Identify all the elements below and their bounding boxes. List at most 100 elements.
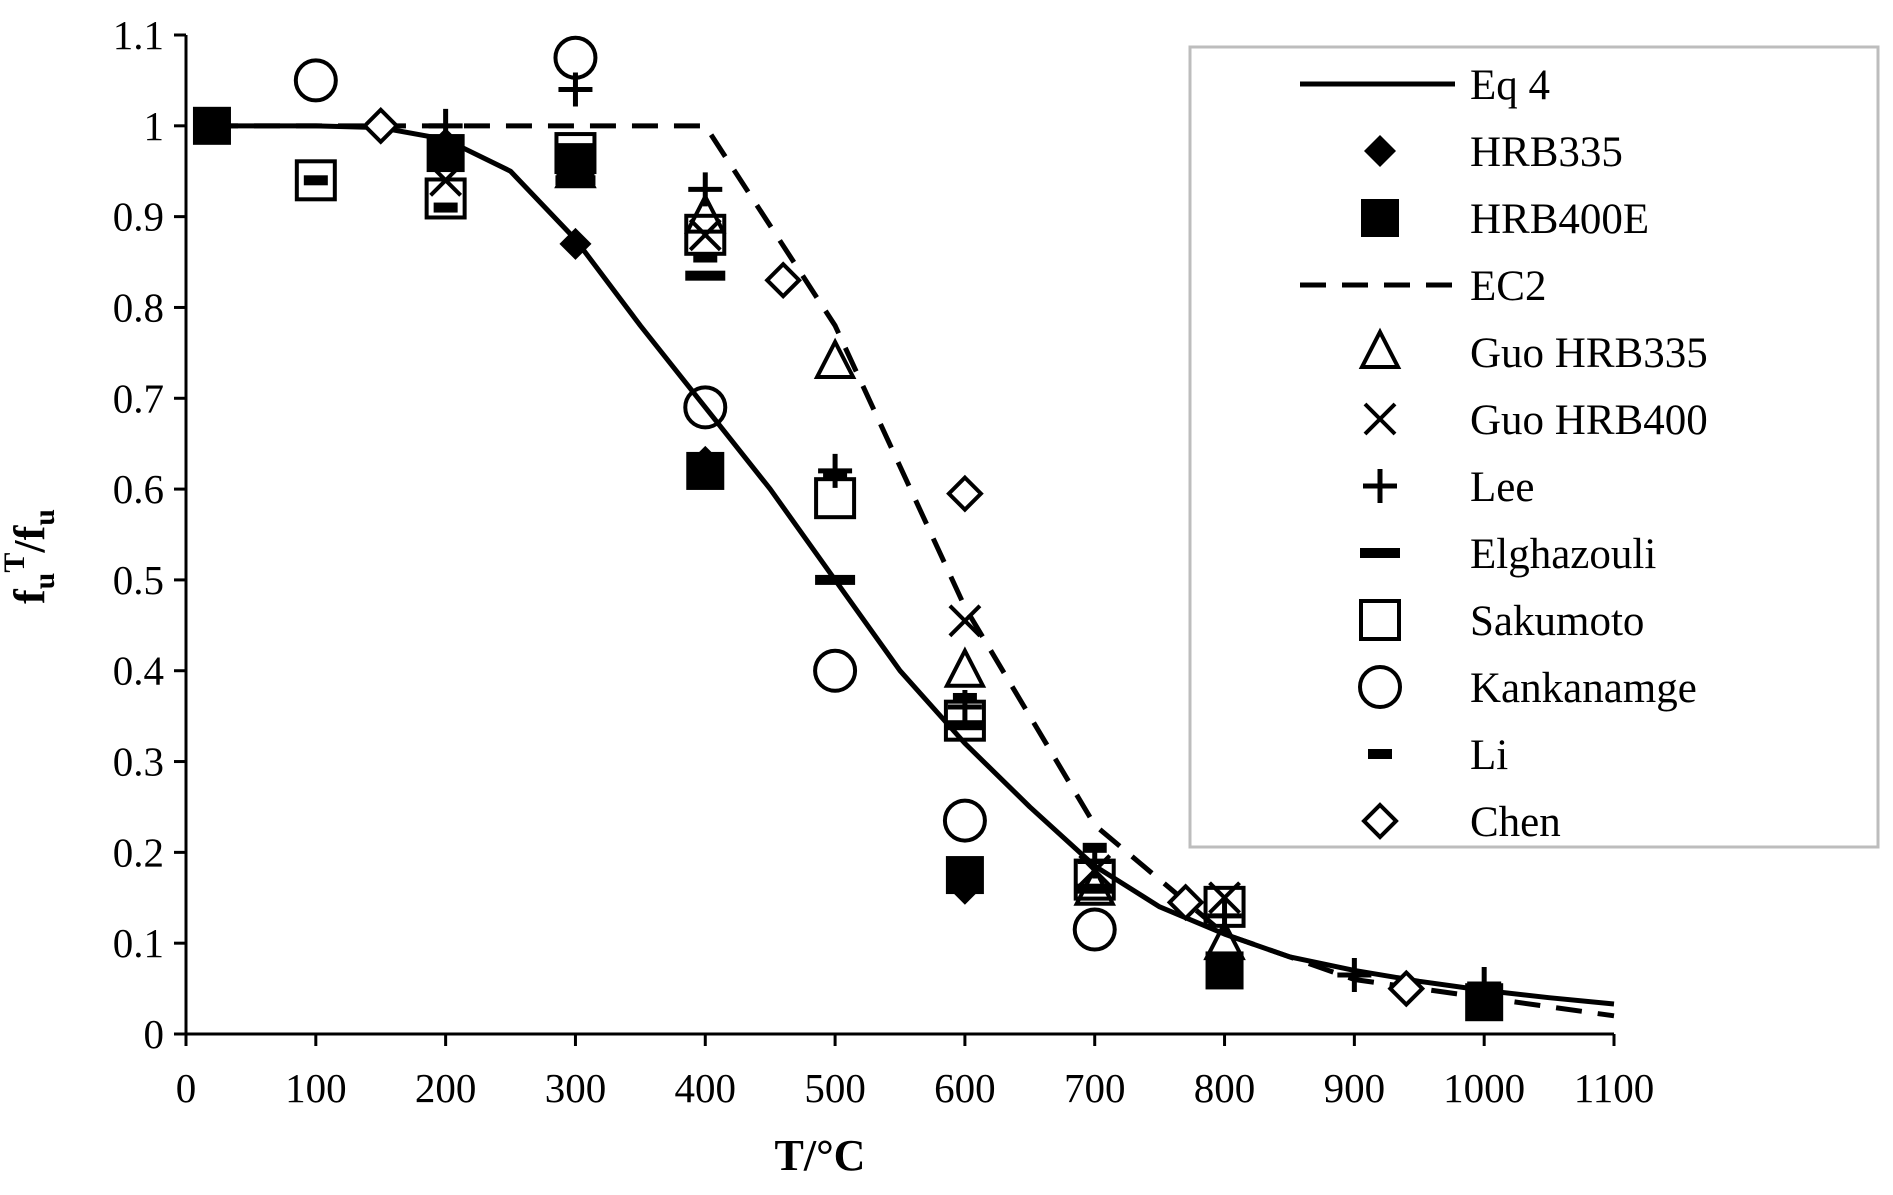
legend-label-guo-hrb400: Guo HRB400 — [1470, 397, 1708, 444]
x-tick-label: 500 — [804, 1065, 866, 1111]
legend-sample-li — [1368, 749, 1392, 759]
data-point-hrb400e — [945, 856, 984, 895]
x-tick-label: 600 — [934, 1065, 996, 1111]
legend-label-chen: Chen — [1470, 799, 1561, 846]
legend-sample-elghazouli — [1360, 548, 1400, 558]
y-tick-label: 0.4 — [113, 648, 164, 694]
series-lines — [211, 123, 1615, 1019]
data-point-guo-hrb335 — [554, 146, 597, 189]
legend-sample-guo-hrb335 — [1358, 327, 1402, 369]
y-tick-label: 0.8 — [113, 284, 164, 330]
data-point-elghazouli — [555, 175, 596, 186]
data-point-li — [303, 175, 328, 186]
data-point-sakumoto — [1073, 858, 1116, 901]
data-point-kankanamge — [942, 798, 987, 843]
legend-label-hrb335: HRB335 — [1470, 129, 1623, 176]
data-point-chen — [1387, 969, 1426, 1008]
y-axis-title: fuT/fu — [0, 509, 61, 604]
y-tick-label: 1.1 — [113, 12, 164, 58]
legend-label-kankanamge: Kankanamge — [1470, 665, 1697, 712]
data-point-kankanamge — [813, 648, 858, 693]
data-point-li — [433, 202, 458, 213]
data-point-lee — [1337, 957, 1372, 992]
data-point-kankanamge — [553, 35, 598, 80]
data-point-kankanamge — [683, 385, 728, 430]
legend: Eq 4 HRB335 HRB400E EC2 Guo HRB335 Guo HRB400… — [1188, 45, 1880, 849]
x-tick-label: 400 — [675, 1065, 737, 1111]
legend-sample-kankanamge — [1358, 665, 1402, 709]
legend-label-guo-hrb335: Guo HRB335 — [1470, 330, 1708, 377]
series-guo-hrb400 — [429, 163, 1241, 915]
legend-label-lee: Lee — [1470, 464, 1534, 511]
legend-label-hrb400e: HRB400E — [1470, 196, 1649, 243]
data-point-elghazouli — [685, 270, 726, 281]
y-axis-title-part: /f — [5, 524, 54, 553]
x-tick-label: 1000 — [1443, 1065, 1525, 1111]
series-guo-hrb335 — [554, 146, 1246, 961]
series-chen — [361, 106, 1426, 1008]
legend-sample-sakumoto — [1359, 599, 1401, 641]
x-tick-label: 0 — [176, 1065, 197, 1111]
data-point-sakumoto — [424, 177, 467, 220]
data-point-guo-hrb335 — [813, 337, 857, 379]
y-tick-label: 0 — [144, 1011, 165, 1057]
data-point-sakumoto — [294, 159, 337, 202]
y-axis-title-part: T — [0, 553, 31, 573]
x-tick-label: 700 — [1064, 1065, 1126, 1111]
y-tick-label: 0.6 — [113, 466, 164, 512]
data-point-guo-hrb400 — [948, 604, 982, 638]
y-tick-label: 0.2 — [113, 829, 164, 875]
data-point-li — [693, 252, 718, 263]
y-axis-title-part: u — [28, 573, 61, 590]
y-axis-title-part: f — [5, 588, 54, 604]
x-tick-label: 200 — [415, 1065, 477, 1111]
data-point-li — [1082, 842, 1107, 853]
legend-label-elghazouli: Elghazouli — [1470, 531, 1656, 578]
data-point-hrb400e — [192, 106, 231, 145]
y-tick-label: 0.5 — [113, 557, 164, 603]
data-point-chen — [764, 261, 802, 300]
y-tick-label: 1 — [144, 103, 165, 149]
legend-box — [1188, 45, 1880, 849]
series-line-ec2 — [211, 123, 1615, 1019]
axes: 0 0.1 0.2 0.3 0.4 0.5 0.6 0.7 0.8 0.9 1 1.1 0 100 200 3… — [113, 12, 1654, 1111]
data-point-elghazouli — [815, 574, 856, 585]
data-point-lee — [1467, 967, 1502, 1002]
data-point-elghazouli — [944, 720, 985, 731]
legend-sample-chen — [1361, 802, 1399, 840]
series-kankanamge — [293, 35, 1117, 952]
data-point-guo-hrb335 — [943, 646, 987, 688]
data-point-kankanamge — [293, 58, 338, 103]
data-point-guo-hrb335 — [1203, 918, 1246, 961]
series-markers — [192, 35, 1504, 1022]
data-point-hrb400e — [686, 451, 725, 490]
series-elghazouli — [555, 175, 1115, 894]
data-point-chen — [1166, 883, 1205, 922]
data-point-chen — [361, 106, 400, 145]
legend-label-eq-4: Eq 4 — [1470, 62, 1550, 109]
x-tick-label: 300 — [545, 1065, 607, 1111]
y-tick-label: 0.7 — [113, 375, 164, 421]
legend-sample-hrb400e — [1361, 199, 1399, 237]
data-point-kankanamge — [1072, 907, 1117, 952]
x-tick-label: 100 — [285, 1065, 347, 1111]
x-axis-title: T/°C — [775, 1131, 866, 1180]
y-axis-title-part: u — [28, 509, 61, 526]
series-li — [303, 175, 1107, 853]
legend-label-li: Li — [1470, 732, 1508, 779]
legend-sample-guo-hrb400 — [1363, 402, 1397, 436]
data-point-guo-hrb400 — [688, 218, 722, 252]
series-sakumoto — [294, 132, 1246, 928]
data-point-sakumoto — [554, 132, 597, 175]
legend-sample-hrb335 — [1364, 135, 1396, 167]
legend-label-ec2: EC2 — [1470, 263, 1546, 310]
y-tick-label: 0.1 — [113, 920, 164, 966]
legend-label-sakumoto: Sakumoto — [1470, 598, 1644, 645]
data-point-li — [952, 692, 977, 703]
data-point-chen — [946, 474, 984, 513]
series-line-eq-4 — [211, 123, 1615, 1007]
x-tick-label: 800 — [1194, 1065, 1256, 1111]
data-point-lee — [428, 108, 463, 143]
